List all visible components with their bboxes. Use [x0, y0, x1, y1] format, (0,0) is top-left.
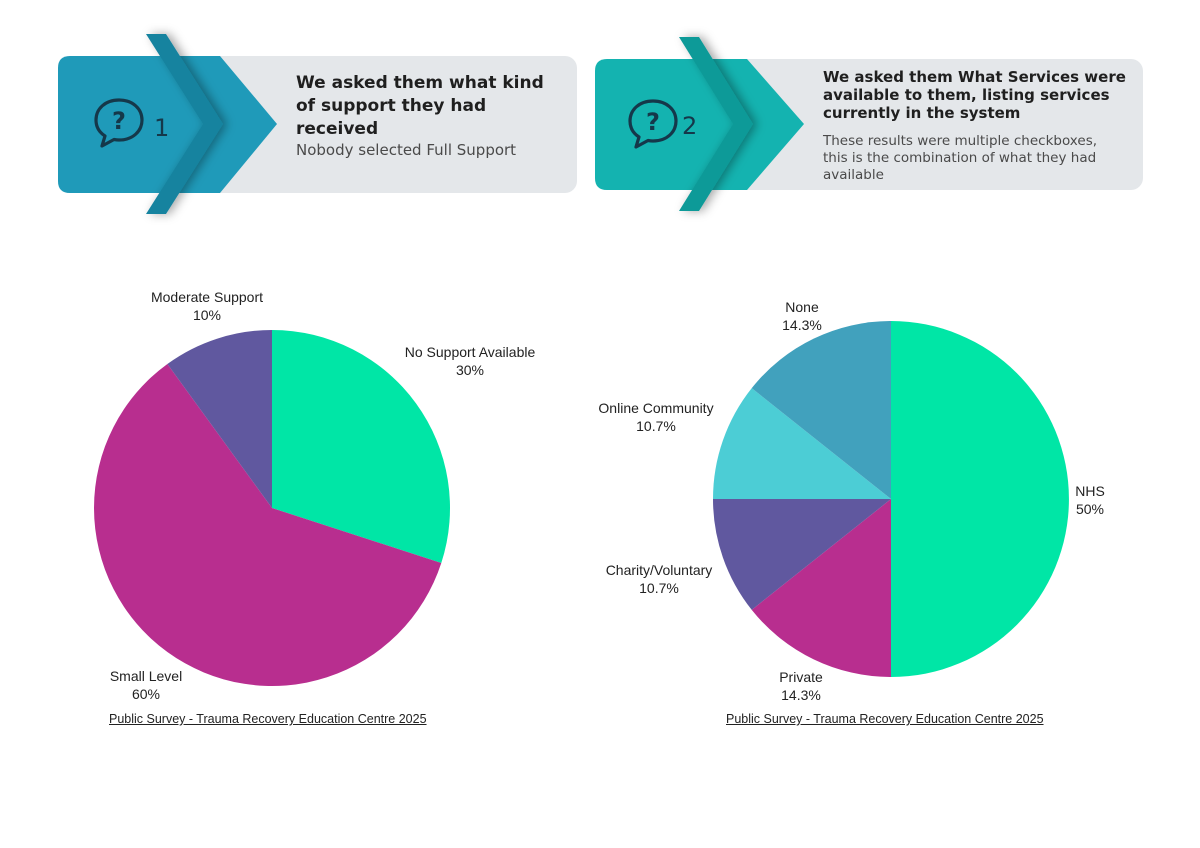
info-card-1: ? 1 We asked them what kind of support t… [58, 34, 577, 214]
slice-value-label: 10.7% [639, 580, 679, 596]
slice-value-label: 10% [193, 307, 221, 323]
info-card-2: ? 2 We asked them What Services were ava… [595, 37, 1143, 211]
slice-label: Charity/Voluntary [606, 562, 713, 578]
badge-arrow-2 [595, 37, 804, 211]
slice-value-label: 50% [1076, 501, 1104, 517]
slice-label: Small Level [110, 668, 182, 684]
pie-slice [272, 330, 451, 564]
card-title: We asked them what kind of support they … [296, 73, 544, 139]
slice-label: NHS [1075, 483, 1105, 499]
slice-value-label: 14.3% [782, 317, 822, 333]
svg-text:?: ? [646, 108, 660, 136]
card-title: We asked them What Services were availab… [823, 68, 1126, 122]
step-number: 2 [682, 112, 698, 140]
pie-slice [713, 388, 891, 499]
svg-text:?: ? [112, 107, 126, 135]
card-subtitle: These results were multiple checkboxes, … [823, 133, 1098, 183]
slice-value-label: 30% [456, 362, 484, 378]
question-bubble-icon: ? [628, 99, 678, 149]
slice-label: Private [779, 669, 823, 685]
question-bubble-icon: ? [94, 98, 144, 148]
slice-value-label: 60% [132, 686, 160, 702]
pie-slice [751, 321, 891, 499]
card-subtitle: Nobody selected Full Support [296, 141, 517, 159]
slice-label: No Support Available [405, 344, 536, 360]
slice-value-label: 10.7% [636, 418, 676, 434]
step-number: 1 [154, 114, 170, 142]
pie-slice [751, 499, 891, 677]
slice-label: Online Community [598, 400, 713, 416]
slice-label: None [785, 299, 819, 315]
chart-source-1: Public Survey - Trauma Recovery Educatio… [109, 712, 427, 726]
chart-source-2: Public Survey - Trauma Recovery Educatio… [726, 712, 1044, 726]
pie-slice [94, 363, 442, 686]
pie-chart-support-received: No Support Available 30% Small Level 60% Mod… [94, 289, 535, 702]
pie-slice [713, 499, 891, 610]
slice-value-label: 14.3% [781, 687, 821, 703]
slice-label: Moderate Support [151, 289, 263, 305]
pie-slice [891, 321, 1069, 677]
badge-arrow-1 [58, 34, 277, 214]
pie-chart-services-available: NHS 50% Private 14.3% Charity/Voluntary 10.7%… [598, 299, 1104, 703]
pie-slice [167, 330, 272, 508]
